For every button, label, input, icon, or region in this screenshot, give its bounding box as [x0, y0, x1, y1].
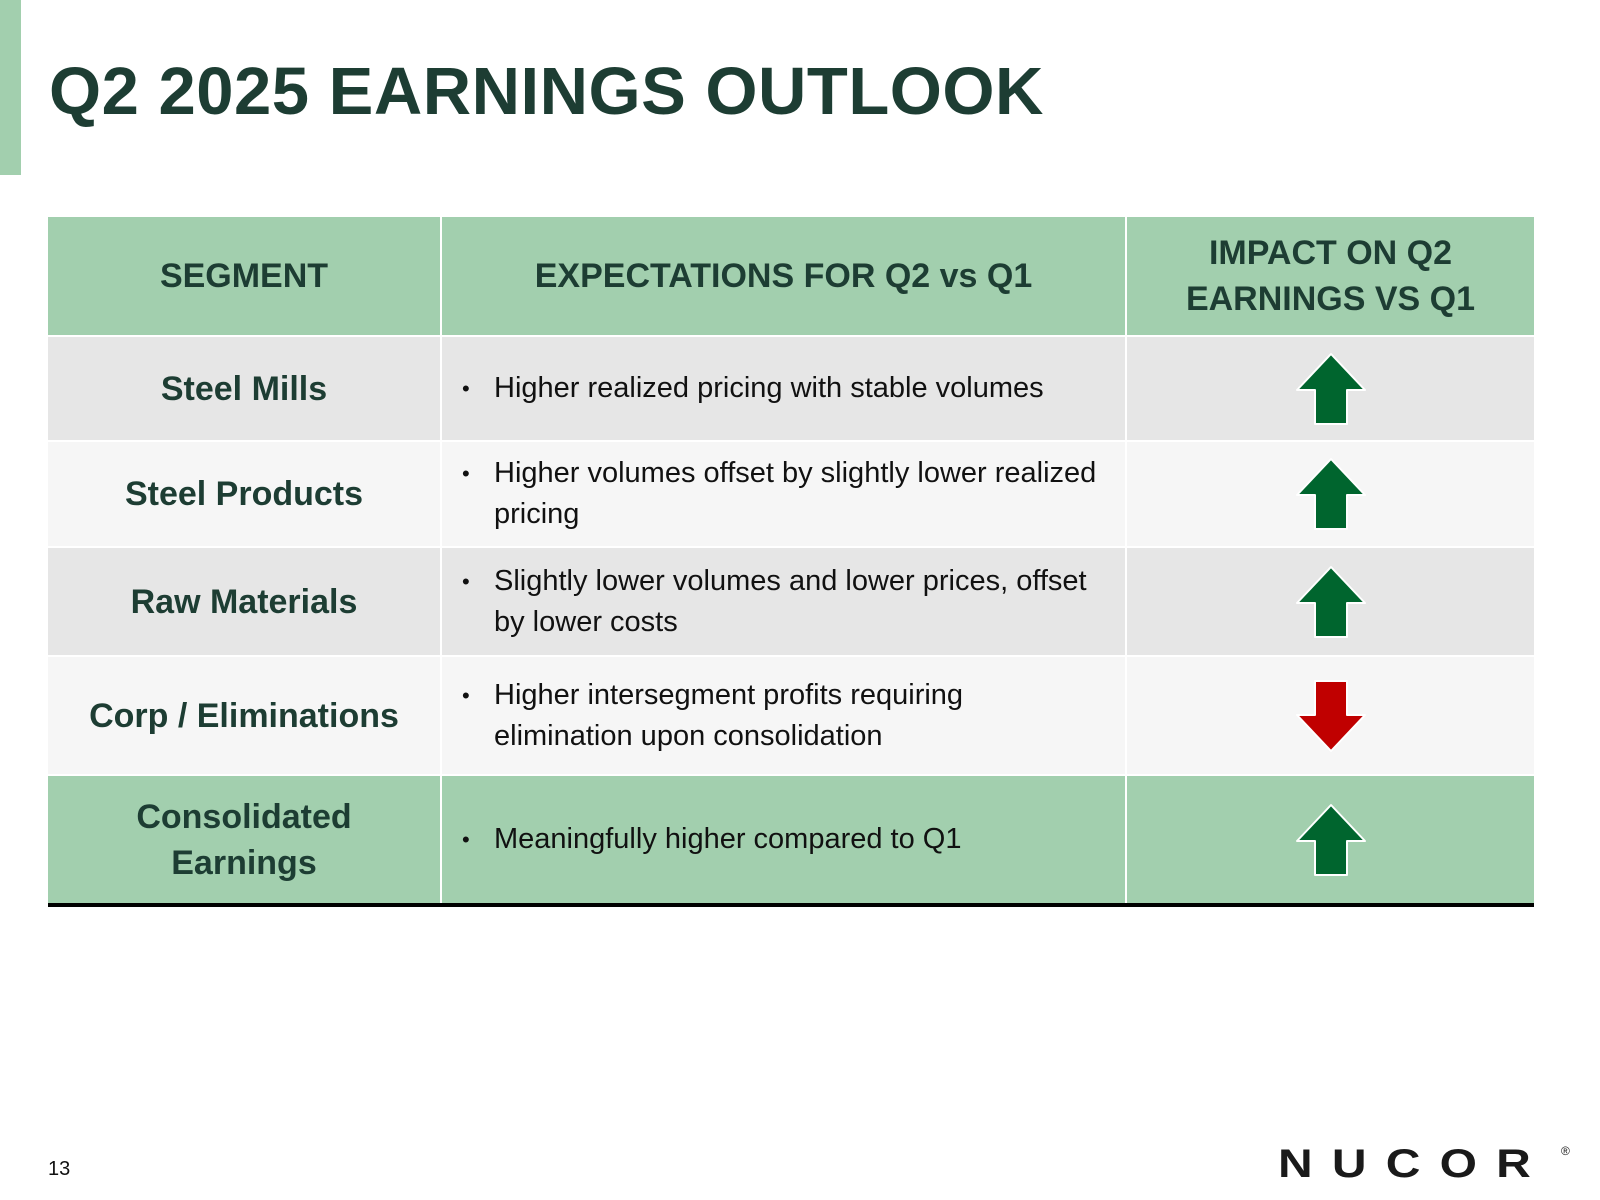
bullet-icon: • — [462, 461, 470, 486]
page-number: 13 — [48, 1158, 71, 1180]
logo-wordmark: NUCOR — [1278, 1143, 1550, 1183]
segment-name: Corp / Eliminations — [48, 656, 442, 776]
up-arrow-icon — [1295, 352, 1366, 425]
up-arrow-icon — [1295, 803, 1366, 876]
table-row-total: Consolidated Earnings • Meaningfully high… — [48, 775, 1534, 907]
expectation-text: Higher realized pricing with stable volu… — [494, 372, 1044, 404]
header-segment: SEGMENT — [48, 217, 442, 337]
bullet-icon: • — [462, 827, 470, 852]
expectation-cell: • Slightly lower volumes and lower prices… — [441, 547, 1127, 657]
header-impact-label: IMPACT ON Q2 EARNINGS VS Q1 — [1185, 234, 1476, 318]
nucor-logo: NUCOR ® — [1278, 1143, 1570, 1183]
impact-cell — [1126, 656, 1534, 776]
impact-cell — [1126, 547, 1534, 657]
table-row: Corp / Eliminations • Higher intersegment… — [48, 656, 1534, 776]
table-header-row: SEGMENT EXPECTATIONS FOR Q2 vs Q1 IMPACT… — [48, 217, 1534, 337]
up-arrow-icon — [1295, 565, 1366, 638]
segment-name-label: Consolidated Earnings — [136, 797, 352, 882]
impact-cell — [1126, 441, 1534, 548]
impact-cell — [1126, 336, 1534, 442]
segment-name: Consolidated Earnings — [48, 775, 442, 907]
header-impact: IMPACT ON Q2 EARNINGS VS Q1 — [1126, 217, 1534, 337]
impact-cell — [1126, 775, 1534, 907]
table-row: Steel Mills • Higher realized pricing wit… — [48, 336, 1534, 442]
table-row: Steel Products • Higher volumes offset by… — [48, 441, 1534, 548]
bullet-icon: • — [462, 682, 470, 708]
expectation-text: Slightly lower volumes and lower prices,… — [494, 564, 1087, 638]
outlook-table: SEGMENT EXPECTATIONS FOR Q2 vs Q1 IMPACT… — [48, 217, 1534, 907]
expectation-cell: • Higher realized pricing with stable vol… — [441, 336, 1127, 442]
expectation-text: Higher volumes offset by slightly lower … — [494, 457, 1097, 530]
accent-bar — [0, 0, 21, 175]
down-arrow-icon — [1295, 679, 1366, 752]
expectation-text: Meaningfully higher compared to Q1 — [494, 823, 962, 855]
bullet-icon: • — [462, 568, 470, 594]
segment-name: Steel Mills — [48, 336, 442, 442]
expectation-cell: • Higher intersegment profits requiring e… — [441, 656, 1127, 776]
expectation-text: Higher intersegment profits requiring el… — [494, 678, 964, 752]
up-arrow-icon — [1295, 458, 1366, 530]
slide-title: Q2 2025 EARNINGS OUTLOOK — [49, 54, 1044, 129]
bullet-icon: • — [462, 376, 470, 401]
header-expectations: EXPECTATIONS FOR Q2 vs Q1 — [441, 217, 1127, 337]
expectation-cell: • Meaningfully higher compared to Q1 — [441, 775, 1127, 907]
segment-name: Raw Materials — [48, 547, 442, 657]
table-row: Raw Materials • Slightly lower volumes an… — [48, 547, 1534, 657]
expectation-cell: • Higher volumes offset by slightly lower… — [441, 441, 1127, 548]
registered-mark: ® — [1561, 1144, 1570, 1158]
segment-name: Steel Products — [48, 441, 442, 548]
